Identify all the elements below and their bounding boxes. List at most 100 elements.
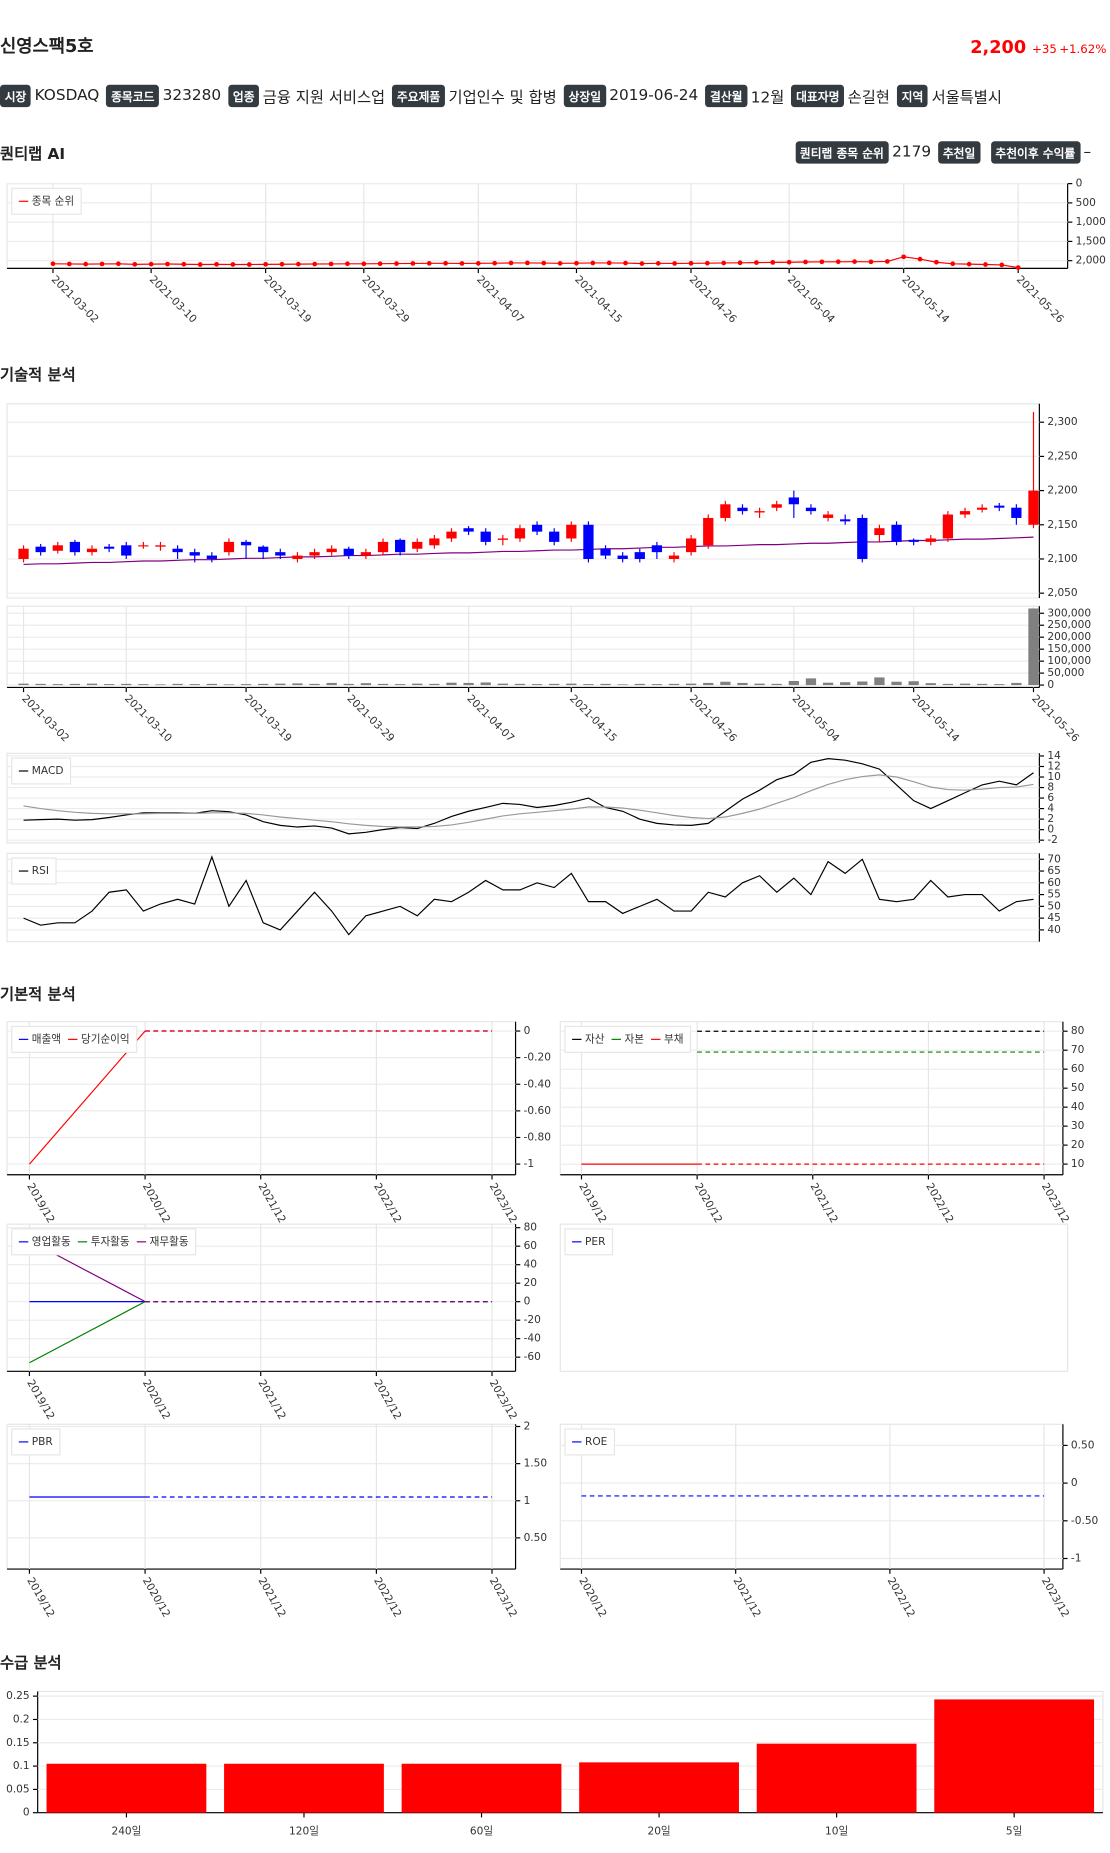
series-line <box>23 758 1034 835</box>
bar <box>52 684 63 686</box>
point <box>803 259 808 265</box>
legend-label: 자산 <box>585 1033 605 1045</box>
candle-body <box>18 548 29 559</box>
point <box>246 262 252 267</box>
y-tick-label: 8 <box>1047 782 1054 794</box>
candle-body <box>35 546 46 553</box>
candle-body <box>52 545 63 551</box>
y-tick-label: 60 <box>1071 1063 1085 1075</box>
point <box>508 260 514 266</box>
legend-label: 자본 <box>624 1033 644 1045</box>
bar <box>651 684 663 686</box>
ai-value: 2179 <box>892 143 932 162</box>
point <box>99 261 105 267</box>
point <box>361 261 367 267</box>
candle-body <box>668 555 680 559</box>
bar <box>874 677 885 686</box>
y-tick-label: -40 <box>524 1333 542 1345</box>
bar <box>206 683 217 686</box>
y-tick-label: 12 <box>1047 760 1060 772</box>
x-tick-label: 240일 <box>111 1825 141 1838</box>
candle-body <box>549 531 560 542</box>
candle-body <box>857 517 868 559</box>
y-tick-label: 10 <box>1047 771 1061 783</box>
candle-body <box>206 555 217 559</box>
y-tick-label: 2,250 <box>1047 450 1078 462</box>
series-line <box>29 1301 146 1364</box>
y-tick-label: 55 <box>1047 889 1060 901</box>
candle-body <box>685 538 697 553</box>
x-tick-label: 2019/12 <box>24 1181 56 1225</box>
bar <box>326 682 337 686</box>
x-tick-label: 2020/12 <box>576 1575 608 1619</box>
bar <box>891 681 902 686</box>
y-tick-label: 40 <box>524 1259 538 1271</box>
point <box>655 261 661 266</box>
bar <box>754 683 765 686</box>
bar <box>531 684 543 686</box>
y-tick-label: 1 <box>524 1495 531 1507</box>
candle-body <box>172 548 183 553</box>
x-tick-label: 2021/12 <box>808 1181 840 1225</box>
price-box: 2,200 +35 +1.62% <box>970 35 1106 57</box>
candle-body <box>703 517 714 546</box>
candle-body <box>463 528 474 532</box>
candle-body <box>908 539 919 542</box>
price-change: +35 <box>1031 43 1057 57</box>
point <box>623 260 628 266</box>
candle-body <box>446 531 457 539</box>
y-tick-label: 0.15 <box>6 1737 30 1749</box>
bar <box>788 681 799 686</box>
bar <box>377 683 389 686</box>
point <box>639 261 645 266</box>
legend-label: 부채 <box>664 1033 683 1045</box>
info-value: KOSDAQ <box>34 87 100 105</box>
bar <box>737 682 748 686</box>
candle-body <box>651 545 663 553</box>
bar <box>412 683 423 686</box>
candle-body <box>1011 507 1022 518</box>
y-tick-label: -1 <box>524 1158 535 1170</box>
section-title: 수급 분석 <box>0 1654 62 1673</box>
point <box>377 261 383 267</box>
point <box>426 261 432 266</box>
info-label: 시장 <box>0 84 32 108</box>
ai-row: 퀀티랩 종목 순위 2179 추천일 추천이후 수익률 – <box>795 141 1098 164</box>
y-tick-label: 14 <box>1047 750 1061 762</box>
y-tick-label: -1 <box>1071 1553 1082 1565</box>
y-tick-label: 0 <box>524 1025 531 1037</box>
bar <box>514 683 526 686</box>
bar <box>720 681 731 686</box>
y-tick-label: 2,200 <box>1047 485 1078 497</box>
bar <box>343 683 354 686</box>
y-tick-label: 60 <box>1047 877 1061 889</box>
candle-body <box>258 546 269 553</box>
series-line <box>28 1030 146 1165</box>
x-tick-label: 2021-03-19 <box>242 693 294 745</box>
point <box>181 261 187 267</box>
candle-body <box>155 545 166 547</box>
info-value: 기업인수 및 합병 <box>448 89 557 108</box>
x-tick-label: 60일 <box>470 1825 493 1838</box>
candle-body <box>788 497 799 505</box>
point <box>704 260 710 266</box>
point <box>672 261 677 266</box>
legend-label: PER <box>585 1236 606 1248</box>
candle-body <box>377 541 389 553</box>
info-label: 지역 <box>896 84 929 108</box>
legend-label: RSI <box>32 865 49 877</box>
x-tick-label: 2020/12 <box>140 1575 172 1619</box>
y-tick-label: 0 <box>1076 178 1083 190</box>
y-tick-label: 0.05 <box>6 1783 30 1795</box>
bar <box>566 683 577 686</box>
candle-body <box>1028 490 1039 525</box>
point <box>197 262 203 267</box>
y-tick-label: 0.50 <box>524 1532 548 1544</box>
x-tick-label: 10일 <box>825 1825 848 1838</box>
ai-label: 추천일 <box>938 141 981 164</box>
plot-frame <box>559 1223 1069 1372</box>
y-tick-label: 2 <box>1047 813 1054 825</box>
candle-body <box>480 531 491 542</box>
y-tick-label: 1.50 <box>524 1458 548 1470</box>
point <box>590 260 596 266</box>
